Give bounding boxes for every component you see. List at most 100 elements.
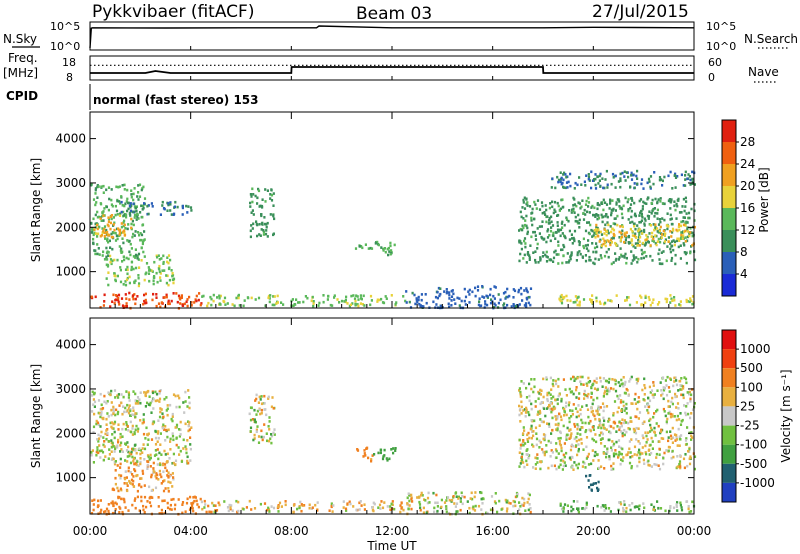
heatmap-cell: [173, 205, 176, 209]
heatmap-cell: [119, 507, 122, 510]
heatmap-cell: [528, 205, 532, 208]
heatmap-cell: [563, 171, 566, 175]
heatmap-cell: [144, 298, 147, 302]
heatmap-cell: [631, 220, 634, 224]
heatmap-cell: [681, 418, 684, 422]
heatmap-cell: [293, 303, 296, 306]
heatmap-cell: [590, 385, 593, 389]
heatmap-cell: [674, 208, 677, 212]
heatmap-cell: [636, 453, 639, 457]
heatmap-cell: [637, 377, 640, 381]
heatmap-cell: [645, 441, 648, 444]
heatmap-cell: [124, 459, 127, 462]
heatmap-cell: [552, 384, 555, 388]
heatmap-cell: [433, 510, 436, 514]
heatmap-cell: [115, 294, 118, 297]
heatmap-cell: [570, 254, 573, 257]
heatmap-cell: [555, 418, 558, 421]
heatmap-cell: [560, 507, 564, 511]
heatmap-cell: [147, 460, 150, 464]
heatmap-cell: [422, 506, 425, 510]
heatmap-cell: [153, 454, 157, 457]
heatmap-cell: [105, 251, 109, 255]
radar-title: Pykkvibaer (fitACF): [92, 2, 254, 22]
heatmap-cell: [582, 298, 586, 301]
heatmap-cell: [665, 300, 668, 304]
heatmap-cell: [96, 196, 99, 199]
heatmap-cell: [122, 210, 125, 214]
heatmap-cell: [652, 508, 655, 511]
heatmap-cell: [603, 228, 606, 231]
heatmap-cell: [175, 437, 178, 440]
heatmap-cell: [643, 201, 646, 205]
heatmap-cell: [512, 303, 515, 306]
heatmap-cell: [640, 178, 644, 181]
heatmap-cell: [680, 233, 683, 237]
heatmap-cell: [111, 426, 114, 430]
heatmap-cell: [518, 404, 521, 408]
heatmap-cell: [618, 450, 621, 454]
heatmap-cell: [265, 223, 268, 226]
heatmap-cell: [448, 305, 451, 309]
heatmap-cell: [359, 500, 362, 503]
heatmap-cell: [596, 412, 599, 416]
heatmap-cell: [121, 510, 124, 514]
heatmap-cell: [659, 431, 662, 435]
heatmap-cell: [677, 237, 680, 241]
heatmap-cell: [299, 500, 302, 504]
heatmap-cell: [636, 169, 639, 173]
heatmap-cell: [557, 423, 560, 427]
heatmap-cell: [689, 510, 693, 513]
heatmap-cell: [188, 396, 191, 399]
heatmap-cell: [379, 448, 382, 452]
heatmap-cell: [657, 198, 660, 201]
heatmap-cell: [525, 261, 528, 264]
heatmap-cell: [100, 407, 103, 411]
heatmap-cell: [441, 510, 444, 514]
heatmap-cell: [528, 503, 531, 506]
heatmap-cell: [317, 304, 320, 307]
heatmap-cell: [524, 442, 527, 445]
heatmap-cell: [128, 275, 131, 279]
colorbar-segment: [722, 463, 736, 483]
heatmap-cell: [602, 377, 605, 380]
heatmap-cell: [600, 213, 603, 217]
heatmap-cell: [683, 230, 686, 234]
heatmap-cell: [276, 294, 279, 298]
heatmap-cell: [577, 507, 580, 510]
heatmap-cell: [540, 389, 543, 393]
heatmap-cell: [118, 303, 121, 306]
heatmap-cell: [161, 200, 164, 204]
heatmap-cell: [277, 505, 280, 508]
heatmap-cell: [127, 393, 131, 396]
heatmap-cell: [126, 188, 129, 192]
heatmap-cell: [300, 503, 303, 506]
heatmap-cell: [522, 440, 525, 443]
heatmap-cell: [630, 239, 633, 243]
heatmap-cell: [569, 299, 572, 303]
heatmap-cell: [643, 377, 646, 381]
heatmap-cell: [638, 240, 641, 243]
heatmap-cell: [144, 405, 147, 408]
heatmap-cell: [640, 182, 643, 186]
heatmap-cell: [568, 259, 571, 262]
heatmap-cell: [114, 274, 117, 278]
heatmap-cell: [480, 497, 483, 501]
heatmap-cell: [159, 473, 162, 476]
heatmap-cell: [266, 235, 269, 238]
heatmap-cell: [560, 449, 563, 453]
heatmap-cell: [261, 438, 264, 442]
heatmap-cell: [587, 221, 590, 224]
heatmap-cell: [525, 305, 528, 309]
nave-tick-top: 60: [708, 56, 722, 69]
heatmap-cell: [125, 476, 128, 479]
heatmap-cell: [410, 507, 413, 511]
heatmap-cell: [363, 503, 366, 506]
heatmap-cell: [620, 452, 623, 456]
heatmap-cell: [660, 236, 663, 239]
ytick-label: 4000: [55, 338, 86, 352]
heatmap-cell: [638, 448, 641, 452]
heatmap-cell: [448, 498, 451, 502]
heatmap-cell: [678, 435, 681, 438]
heatmap-cell: [620, 399, 623, 402]
